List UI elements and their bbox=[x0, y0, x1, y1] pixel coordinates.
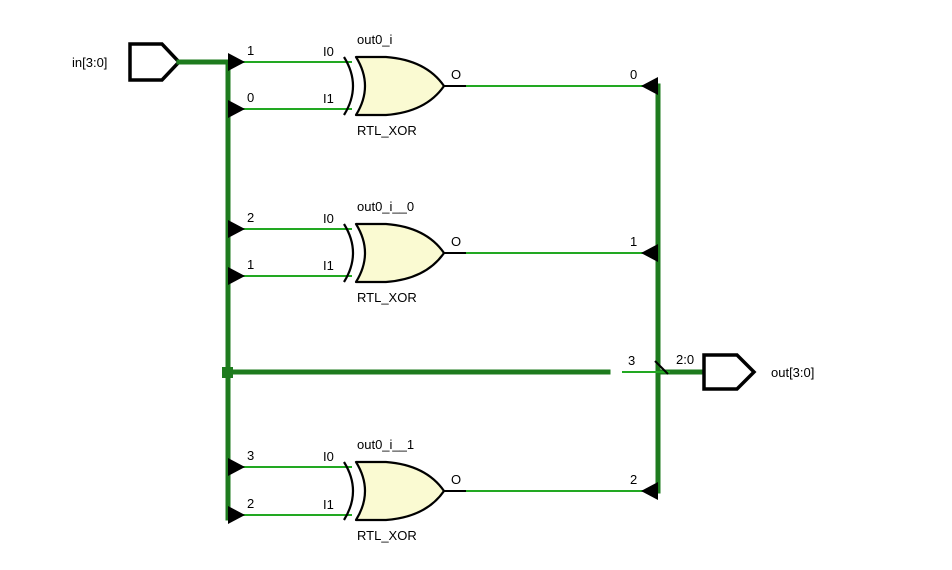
xor-gate-1[interactable]: out0_i__0 RTL_XOR I0 I1 O 2 1 1 bbox=[228, 199, 658, 305]
gate1-pin-i1: I1 bbox=[323, 258, 334, 273]
gate2-in-bit-i0: 3 bbox=[247, 448, 254, 463]
xor-gate-0[interactable]: out0_i RTL_XOR I0 I1 O 1 0 0 bbox=[228, 32, 658, 138]
bus-join-slash bbox=[654, 360, 669, 375]
gate0-type-label: RTL_XOR bbox=[357, 123, 417, 138]
gate0-in-bit-i0: 1 bbox=[247, 43, 254, 58]
gate0-in1-marker bbox=[228, 100, 245, 118]
gate0-out-bit: 0 bbox=[630, 67, 637, 82]
gate0-in0-marker bbox=[228, 53, 245, 71]
gate2-type-label: RTL_XOR bbox=[357, 528, 417, 543]
gate1-out-marker bbox=[641, 244, 658, 262]
gate0-pin-o: O bbox=[451, 67, 461, 82]
gate2-out-bit: 2 bbox=[630, 472, 637, 487]
gate2-in1-marker bbox=[228, 506, 245, 524]
gate2-in-bit-i1: 2 bbox=[247, 496, 254, 511]
xor-gate-2[interactable]: out0_i__1 RTL_XOR I0 I1 O 3 2 2 bbox=[228, 437, 658, 543]
gate1-pin-o: O bbox=[451, 234, 461, 249]
output-port-label: out[3:0] bbox=[771, 365, 814, 380]
gate1-in1-marker bbox=[228, 267, 245, 285]
passthrough-bit-label: 3 bbox=[628, 353, 635, 368]
gate0-out-marker bbox=[641, 77, 658, 95]
gate2-pin-i1: I1 bbox=[323, 497, 334, 512]
output-range-label: 2:0 bbox=[676, 352, 694, 367]
output-pentagon-icon[interactable] bbox=[702, 353, 757, 391]
input-port-label: in[3:0] bbox=[72, 55, 107, 70]
input-port-pentagon-icon[interactable] bbox=[128, 42, 182, 82]
gate0-instance-label: out0_i bbox=[357, 32, 393, 47]
xor-gate-symbol-2[interactable] bbox=[342, 460, 446, 522]
gate0-pin-i1: I1 bbox=[323, 91, 334, 106]
gate0-in-bit-i1: 0 bbox=[247, 90, 254, 105]
bus-junction-dot bbox=[222, 367, 233, 378]
xor-gate-symbol-0[interactable] bbox=[342, 55, 446, 117]
gate1-pin-i0: I0 bbox=[323, 211, 334, 226]
gate2-pin-i0: I0 bbox=[323, 449, 334, 464]
gate0-pin-i0: I0 bbox=[323, 44, 334, 59]
gate2-out-marker bbox=[641, 482, 658, 500]
gate1-instance-label: out0_i__0 bbox=[357, 199, 414, 214]
gate2-pin-o: O bbox=[451, 472, 461, 487]
gate1-in-bit-i0: 2 bbox=[247, 210, 254, 225]
xor-gate-symbol-1[interactable] bbox=[342, 222, 446, 284]
gate2-instance-label: out0_i__1 bbox=[357, 437, 414, 452]
gate2-in0-marker bbox=[228, 458, 245, 476]
gate1-type-label: RTL_XOR bbox=[357, 290, 417, 305]
gate1-in-bit-i1: 1 bbox=[247, 257, 254, 272]
gate1-in0-marker bbox=[228, 220, 245, 238]
gate1-out-bit: 1 bbox=[630, 234, 637, 249]
